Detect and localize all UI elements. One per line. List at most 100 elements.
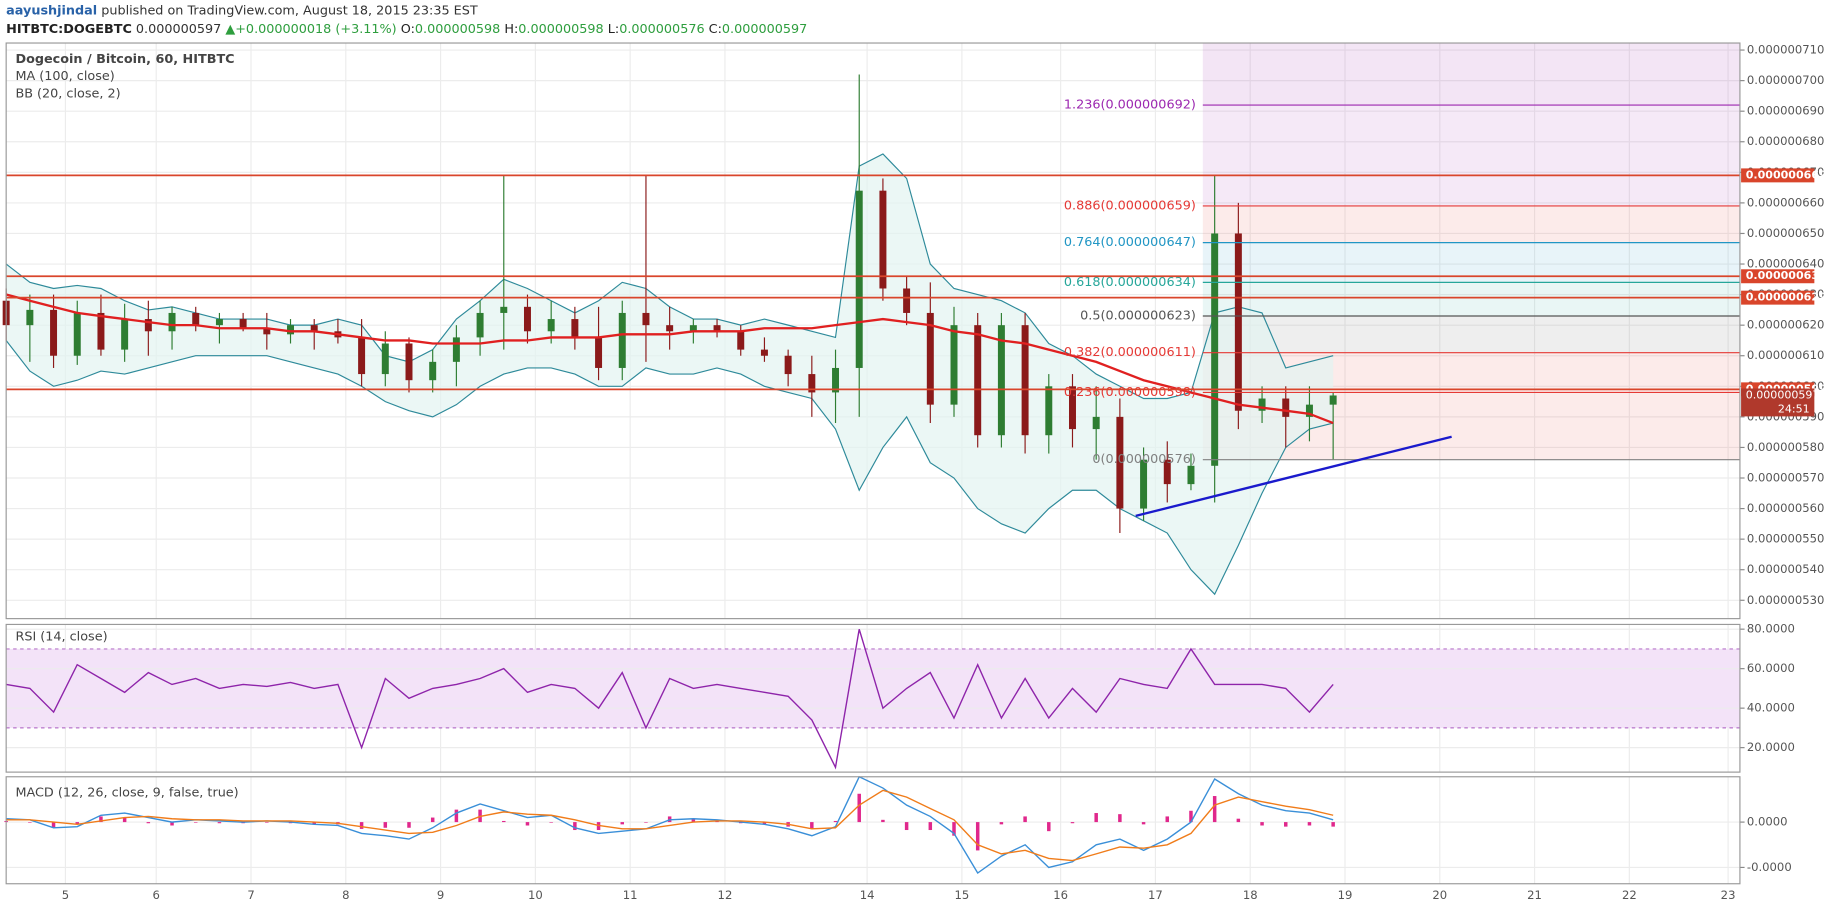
candle-body — [926, 312, 934, 405]
macd-histogram — [644, 822, 648, 823]
fib-label: 0.764(0.000000647) — [1064, 235, 1196, 250]
level-tag — [1741, 290, 1815, 305]
candle-body — [760, 349, 768, 356]
candle-body — [73, 312, 81, 356]
candle-body — [618, 312, 626, 368]
main-title: Dogecoin / Bitcoin, 60, HITBTC — [15, 52, 234, 67]
candle-body — [1045, 386, 1053, 436]
macd-histogram — [312, 822, 316, 825]
main-pane-frame — [5, 42, 1741, 620]
candle-body — [1068, 386, 1076, 430]
x-tick-label: 14 — [860, 888, 875, 902]
x-tick-label: 6 — [153, 888, 160, 902]
candle-body — [737, 331, 745, 350]
macd-histogram — [75, 822, 79, 825]
candle-body — [547, 319, 555, 332]
y-tick-label: 0.000000650 — [1747, 226, 1824, 240]
moving-average — [5, 293, 1334, 425]
y-tick-label: 40.0000 — [1747, 701, 1795, 715]
candle-body — [405, 343, 413, 381]
candle-body — [144, 319, 152, 332]
candle-body — [476, 312, 484, 338]
level-tag-label: 0.000000669 — [1746, 168, 1824, 181]
y-tick-label: 0.000000530 — [1747, 593, 1824, 607]
open-value: 0.000000598 — [415, 22, 500, 37]
high-value: 0.000000598 — [518, 22, 603, 37]
x-tick-label: 12 — [718, 888, 733, 902]
macd-histogram — [122, 817, 127, 823]
y-tick-label: 0.000000580 — [1747, 440, 1824, 454]
macd-title: MACD (12, 26, close, 9, false, true) — [15, 786, 238, 801]
candle-body — [1116, 416, 1124, 509]
rsi-line — [6, 629, 1334, 770]
candle-body — [50, 309, 58, 356]
ma-legend: MA (100, close) — [15, 69, 114, 84]
publish-line: aayushjindal published on TradingView.co… — [6, 3, 478, 18]
macd-histogram — [146, 822, 151, 824]
x-tick-label: 23 — [1721, 888, 1736, 902]
candle-body — [595, 337, 603, 368]
x-tick-label: 21 — [1527, 888, 1542, 902]
fib-zone — [1202, 43, 1740, 106]
macd-line — [6, 775, 1334, 875]
macd-histogram — [999, 822, 1004, 825]
macd-histogram — [1236, 818, 1241, 823]
macd-histogram — [1307, 822, 1312, 826]
macd-histogram — [1189, 810, 1193, 823]
level-tag-label: 0.000000636 — [1746, 269, 1824, 282]
open-label: O: — [401, 22, 415, 37]
last-price-label: 0.000000597 — [1746, 388, 1820, 401]
macd-histogram — [857, 793, 861, 823]
candle-body — [808, 374, 816, 393]
x-tick-label: 10 — [528, 888, 543, 902]
candle-body — [1092, 416, 1100, 430]
macd-histogram — [928, 822, 933, 831]
trendline — [1135, 435, 1452, 518]
macd-histogram — [833, 820, 838, 823]
fib-zone — [1202, 105, 1740, 206]
fib-label: 0.236(0.000000598) — [1064, 385, 1196, 400]
high-label: H: — [504, 22, 518, 37]
candle-body — [121, 319, 129, 350]
author[interactable]: aayushjindal — [6, 3, 97, 18]
macd-histogram — [1070, 822, 1075, 824]
candle-body — [1329, 395, 1337, 405]
macd-histogram — [762, 822, 767, 825]
macd-histogram — [525, 822, 530, 826]
y-tick-label: 0.000000620 — [1747, 318, 1824, 332]
up-arrow: ▲ — [225, 22, 235, 37]
candle-body — [879, 190, 887, 289]
macd-histogram — [99, 816, 103, 823]
y-tick-label: 60.0000 — [1747, 661, 1795, 675]
y-tick-label: 0.000000640 — [1747, 257, 1824, 271]
candle-body — [239, 319, 247, 329]
macd-histogram — [1260, 822, 1264, 826]
macd-histogram — [1118, 814, 1122, 823]
last-price-tag — [1741, 388, 1815, 417]
candle-body — [310, 325, 318, 332]
macd-histogram — [1023, 816, 1027, 823]
published: published on TradingView.com, August 18,… — [101, 3, 478, 18]
macd-pane-frame — [5, 776, 1741, 885]
x-tick-label: 17 — [1148, 888, 1163, 902]
macd-histogram — [904, 822, 909, 831]
y-tick-label: 0.000000550 — [1747, 532, 1824, 546]
quote-line: HITBTC:DOGEBTC 0.000000597 ▲+0.000000018… — [6, 22, 807, 37]
candle-body — [903, 288, 911, 313]
x-tick-label: 16 — [1053, 888, 1068, 902]
y-tick-label: 0.000000560 — [1747, 501, 1824, 515]
candle-body — [381, 343, 389, 375]
y-tick-label: 80.0000 — [1747, 622, 1795, 636]
macd-histogram — [1212, 796, 1217, 823]
close-value: 0.000000597 — [722, 22, 807, 37]
y-tick-label: 0.000000710 — [1747, 43, 1824, 57]
candle-body — [689, 325, 697, 332]
macd-histogram — [620, 822, 625, 825]
macd-histogram — [407, 822, 411, 828]
macd-histogram — [1284, 822, 1288, 827]
candle-body — [1282, 398, 1290, 417]
macd-line — [6, 789, 1334, 862]
macd-histogram — [502, 820, 506, 823]
y-tick-label: 0.000000680 — [1747, 134, 1824, 148]
candle-body — [950, 325, 958, 405]
